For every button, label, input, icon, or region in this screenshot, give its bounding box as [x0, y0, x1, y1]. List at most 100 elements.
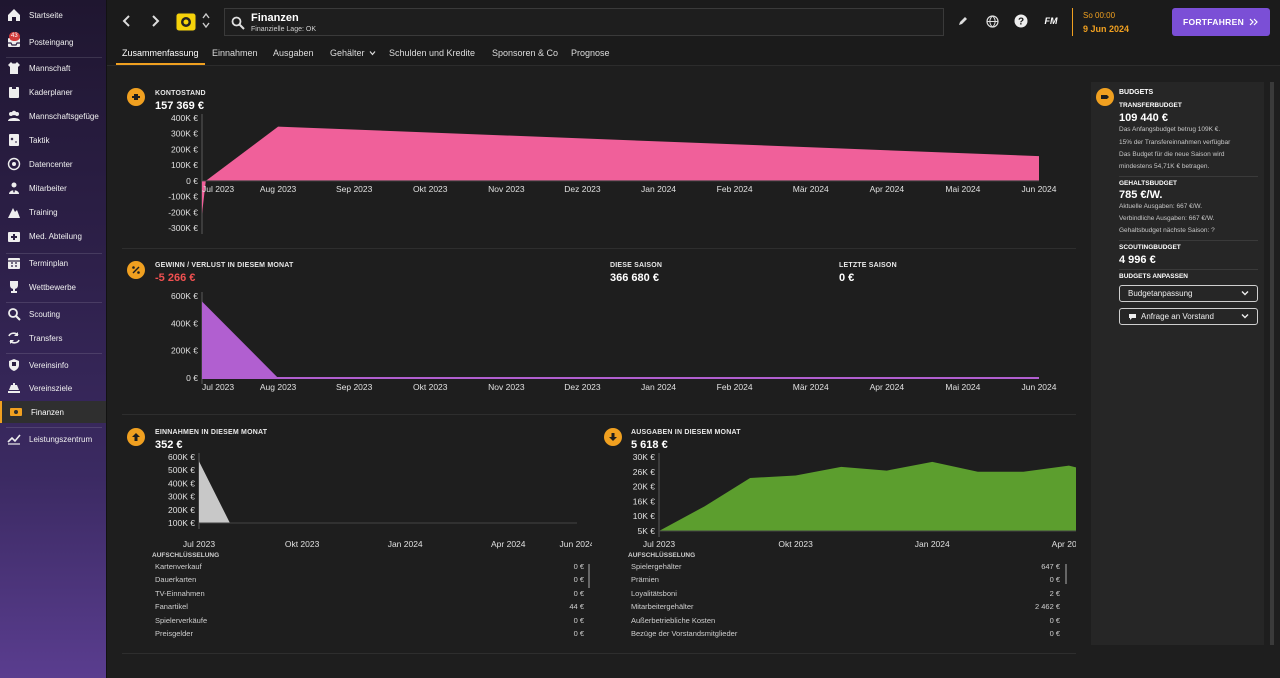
performance-center-icon — [7, 432, 21, 446]
world-button[interactable] — [985, 14, 999, 28]
tab-sponsoren-co[interactable]: Sponsoren & Co — [492, 48, 558, 63]
sidebar-item-taktik[interactable]: Taktik — [0, 129, 106, 151]
scouting-budget-value: 4 996 € — [1119, 254, 1156, 266]
sidebar-item-label: Vereinsinfo — [29, 360, 69, 370]
chevron-down-icon — [1241, 291, 1249, 296]
globe-icon — [985, 14, 999, 28]
sidebar-item-posteingang[interactable]: 43 Posteingang — [0, 31, 106, 53]
breakdown-value: 2 462 € — [1034, 602, 1060, 612]
x-tick-label: Dez 2023 — [564, 184, 601, 194]
club-logo[interactable] — [175, 12, 197, 32]
sidebar-item-training[interactable]: Training — [0, 201, 106, 223]
help-button[interactable]: ? — [1014, 14, 1028, 28]
tab-schulden-und-kredite[interactable]: Schulden und Kredite — [389, 48, 475, 63]
tab-gehälter[interactable]: Gehälter — [330, 48, 376, 63]
tab-prognose[interactable]: Prognose — [571, 48, 610, 63]
sidebar-item-label: Training — [29, 207, 58, 217]
game-date[interactable]: So 00:00 9 Jun 2024 — [1072, 8, 1162, 36]
sidebar-item-finanzen[interactable]: Finanzen — [0, 401, 106, 423]
sidebar-item-mannschaftsgefüge[interactable]: Mannschaftsgefüge — [0, 105, 106, 127]
y-tick-label: 600K € — [168, 452, 195, 462]
fm-menu-button[interactable]: FM — [1044, 16, 1058, 26]
sidebar-item-kaderplaner[interactable]: Kaderplaner — [0, 81, 106, 103]
forward-button[interactable] — [147, 12, 163, 30]
sidebar-item-transfers[interactable]: Transfers — [0, 327, 106, 349]
wage-budget-note: Verbindliche Ausgaben: 667 €/W. — [1119, 215, 1215, 222]
series-area — [199, 461, 577, 523]
breakdown-name: Prämien — [631, 575, 659, 585]
y-tick-label: 5K € — [638, 526, 656, 536]
sidebar-item-label: Finanzen — [31, 407, 64, 417]
wage-budget-note: Aktuelle Ausgaben: 667 €/W. — [1119, 203, 1203, 210]
tab-zusammenfassung[interactable]: Zusammenfassung — [116, 48, 205, 65]
breakdown-value: 0 € — [573, 575, 584, 585]
y-tick-label: 30K € — [633, 452, 655, 462]
sidebar-item-wettbewerbe[interactable]: Wettbewerbe — [0, 276, 106, 298]
back-button[interactable] — [119, 12, 135, 30]
breakdown-value: 647 € — [1041, 562, 1060, 571]
y-tick-label: -200K € — [168, 207, 198, 217]
profit-chart: 600K € 400K € 200K € 0 € Jul 2023 Aug 2023 Sep… — [171, 291, 1057, 392]
budgets-icon — [1096, 88, 1114, 106]
continue-button[interactable]: FORTFAHREN — [1172, 8, 1270, 36]
wage-budget-value: 785 €/W. — [1119, 189, 1163, 201]
x-tick-label: Apr 2024 — [1052, 539, 1076, 549]
sidebar-item-terminplan[interactable]: Terminplan — [0, 252, 106, 274]
sidebar-item-scouting[interactable]: Scouting — [0, 303, 106, 325]
breakdown-name: TV-Einnahmen — [155, 588, 205, 598]
sidebar-item-datencenter[interactable]: Datencenter — [0, 153, 106, 175]
double-chevron-right-icon — [1249, 18, 1258, 26]
tab-einnahmen[interactable]: Einnahmen — [212, 48, 258, 63]
y-tick-label: 400K € — [171, 318, 198, 328]
balance-icon — [127, 88, 145, 106]
breakdown-row: Bezüge der Vorstandsmitglieder 0 € — [631, 629, 1060, 642]
sidebar-item-label: Terminplan — [29, 258, 69, 268]
breakdown-name: Außerbetriebliche Kosten — [631, 615, 716, 625]
income-chart: 600K € 500K € 400K € 300K € 200K € 100K € Jul … — [168, 452, 592, 549]
inbox-badge: 43 — [9, 32, 20, 41]
board-request-dropdown[interactable]: Anfrage an Vorstand — [1119, 308, 1258, 325]
sidebar-item-vereinsziele[interactable]: Vereinsziele — [0, 377, 106, 399]
search-icon[interactable] — [231, 16, 245, 30]
x-tick-label: Jan 2024 — [388, 539, 423, 549]
tab-label: Prognose — [571, 48, 610, 58]
sidebar-item-vereinsinfo[interactable]: Vereinsinfo — [0, 354, 106, 376]
x-tick-label: Feb 2024 — [717, 184, 753, 194]
breakdown-name: Fanartikel — [155, 602, 188, 612]
y-tick-label: 600K € — [171, 291, 198, 301]
page-title-bar[interactable]: Finanzen Finanzielle Lage: OK — [224, 8, 944, 36]
edit-button[interactable] — [956, 14, 970, 28]
sidebar-item-label: Taktik — [29, 135, 50, 145]
y-tick-label: 500K € — [168, 465, 195, 475]
tab-bar: Zusammenfassung Einnahmen Ausgaben Gehälter… — [107, 44, 1280, 66]
tab-label: Ausgaben — [273, 48, 314, 58]
sidebar-item-mannschaft[interactable]: Mannschaft — [0, 57, 106, 79]
breakdown-name: Spielerverkäufe — [155, 615, 208, 625]
x-tick-label: Jun 2024 — [560, 539, 592, 549]
breakdown-name: Spielergehälter — [631, 562, 682, 571]
income-scrollbar[interactable] — [588, 564, 590, 588]
breakdown-row: Prämien 0 € — [631, 575, 1060, 588]
breakdown-row: Spielerverkäufe 0 € — [155, 616, 584, 629]
club-switch-stepper[interactable] — [201, 12, 211, 31]
y-tick-label: 400K € — [171, 113, 198, 123]
panel-scrollbar[interactable] — [1270, 82, 1274, 645]
sidebar-item-med-abteilung[interactable]: Med. Abteilung — [0, 225, 106, 247]
sidebar-item-label: Wettbewerbe — [29, 282, 76, 292]
budget-adjust-dropdown[interactable]: Budgetanpassung — [1119, 285, 1258, 302]
sidebar-item-leistungszentrum[interactable]: Leistungszentrum — [0, 428, 106, 450]
sidebar-item-mitarbeiter[interactable]: Mitarbeiter — [0, 177, 106, 199]
tab-label: Zusammenfassung — [122, 48, 199, 58]
sidebar-item-label: Leistungszentrum — [29, 434, 93, 444]
budgets-panel: BUDGETS TRANSFERBUDGET 109 440 € Das Anf… — [1091, 82, 1264, 645]
expenses-scrollbar[interactable] — [1065, 564, 1067, 584]
sidebar-item-startseite[interactable]: Startseite — [0, 4, 106, 26]
transfer-budget-note: 15% der Transfereinnahmen verfügbar — [1119, 139, 1231, 146]
x-tick-label: Sep 2023 — [336, 382, 373, 392]
x-tick-label: Mär 2024 — [793, 184, 829, 194]
tab-ausgaben[interactable]: Ausgaben — [273, 48, 314, 63]
sidebar-item-label: Med. Abteilung — [29, 231, 82, 241]
x-tick-label: Sep 2023 — [336, 184, 373, 194]
chevron-left-icon — [122, 15, 130, 27]
